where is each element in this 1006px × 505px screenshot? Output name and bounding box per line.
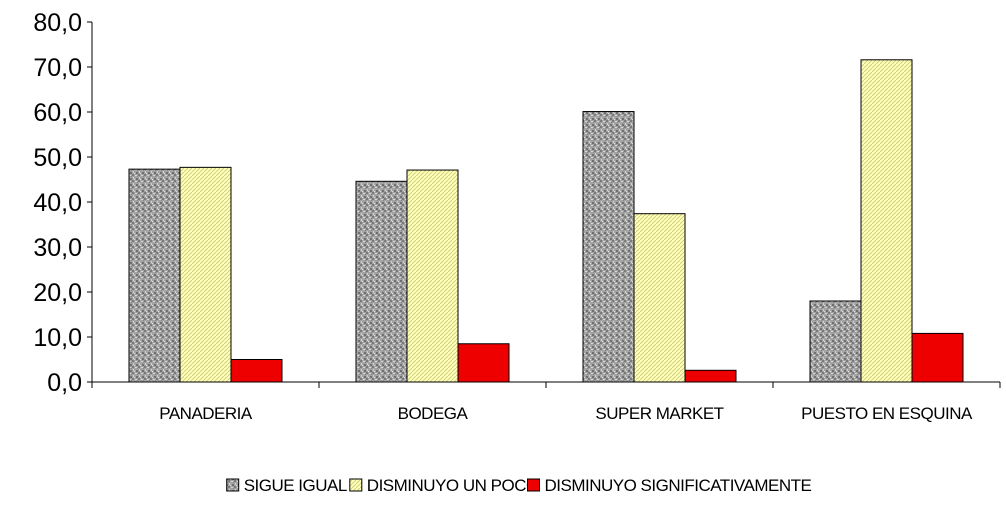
y-tick-label: 80,0 xyxy=(33,9,82,37)
legend-swatch-3 xyxy=(527,478,540,492)
bar-2-1 xyxy=(179,166,232,383)
y-tick-label: 30,0 xyxy=(33,234,82,262)
y-tick-label: 70,0 xyxy=(33,54,82,82)
y-tick-label: 60,0 xyxy=(33,99,82,127)
bars xyxy=(128,59,964,383)
bar-3-4 xyxy=(911,332,964,383)
bar-1-1 xyxy=(128,168,181,383)
legend: SIGUE IGUAL DISMINUYO UN POCO DISMINUYO SI… xyxy=(226,476,812,495)
bar-3-3 xyxy=(684,369,737,383)
legend-swatch-2 xyxy=(349,478,363,492)
y-tick-label: 50,0 xyxy=(33,144,82,172)
bar-2-3 xyxy=(633,213,686,383)
y-tick-labels: 0,0 10,0 20,0 30,0 40,0 50,0 60,0 70,0 80,0 xyxy=(33,9,82,397)
bar-2-4 xyxy=(860,59,913,383)
bar-1-4 xyxy=(809,300,862,383)
bar-3-1 xyxy=(230,359,283,383)
bar-1-2 xyxy=(355,180,408,383)
y-tick-label: 10,0 xyxy=(33,324,82,352)
y-tick-label: 40,0 xyxy=(33,189,82,217)
x-tick-label: BODEGA xyxy=(398,404,469,423)
x-tick-label: SUPER MARKET xyxy=(595,404,723,423)
bar-1-3 xyxy=(582,111,635,383)
y-tick-label: 0,0 xyxy=(47,369,82,397)
bar-2-2 xyxy=(406,169,459,383)
legend-swatch-1 xyxy=(226,478,240,492)
legend-label-2: DISMINUYO UN POCO xyxy=(367,476,539,495)
x-tick-labels: PANADERIA BODEGA SUPER MARKET PUESTO EN ESQ… xyxy=(159,404,973,423)
y-tick-label: 20,0 xyxy=(33,279,82,307)
x-tick-label: PUESTO EN ESQUINA xyxy=(801,404,973,423)
legend-label-1: SIGUE IGUAL xyxy=(244,476,347,495)
bar-3-2 xyxy=(457,343,510,383)
x-tick-label: PANADERIA xyxy=(159,404,253,423)
legend-label-3: DISMINUYO SIGNIFICATIVAMENTE xyxy=(545,476,812,495)
